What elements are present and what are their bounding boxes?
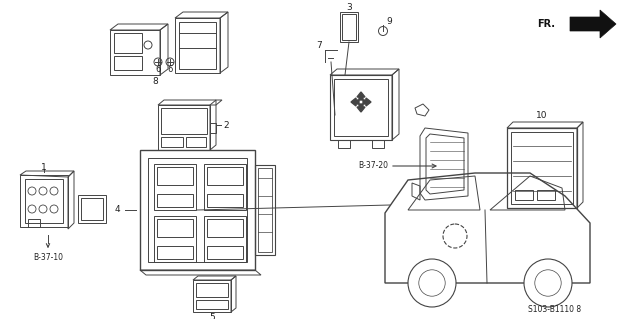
Bar <box>204 164 246 210</box>
Bar <box>204 216 246 262</box>
Text: 7: 7 <box>316 41 322 49</box>
Text: S103-B1110 8: S103-B1110 8 <box>529 306 582 315</box>
Bar <box>207 194 243 207</box>
Bar <box>255 165 275 255</box>
Bar <box>179 22 216 69</box>
Bar <box>193 280 231 312</box>
FancyArrow shape <box>357 104 365 112</box>
Bar <box>210 123 216 133</box>
Bar <box>507 128 577 208</box>
Text: 9: 9 <box>386 18 392 26</box>
Text: 10: 10 <box>536 112 548 121</box>
Text: 3: 3 <box>346 3 352 11</box>
Circle shape <box>408 259 456 307</box>
Bar <box>20 175 68 227</box>
Bar <box>258 168 272 252</box>
Bar <box>161 137 183 147</box>
Bar <box>28 219 40 227</box>
Circle shape <box>419 270 445 296</box>
Bar <box>140 150 255 270</box>
Bar <box>110 30 160 75</box>
Bar <box>186 137 206 147</box>
Bar <box>511 132 573 204</box>
Text: 8: 8 <box>152 78 158 86</box>
Bar <box>114 56 142 70</box>
Bar <box>25 179 63 223</box>
Bar <box>158 105 210 150</box>
Bar <box>175 18 220 73</box>
Text: 6: 6 <box>167 65 173 75</box>
Text: 6: 6 <box>156 65 161 75</box>
Bar <box>330 75 392 140</box>
Bar <box>342 14 356 40</box>
Bar <box>340 12 358 42</box>
Bar <box>157 246 193 259</box>
Bar <box>334 79 388 136</box>
Bar <box>78 195 106 223</box>
Text: 2: 2 <box>223 121 228 130</box>
Bar <box>161 108 207 134</box>
Bar <box>515 190 533 200</box>
Bar <box>154 164 196 210</box>
FancyArrow shape <box>363 98 371 106</box>
Text: 4: 4 <box>115 205 120 214</box>
Bar <box>537 190 555 200</box>
Bar <box>207 219 243 237</box>
Bar <box>338 140 350 148</box>
Text: FR.: FR. <box>537 19 555 29</box>
Circle shape <box>535 270 561 296</box>
Bar <box>114 33 142 53</box>
Bar <box>196 300 228 309</box>
Bar <box>154 216 196 262</box>
Bar <box>207 167 243 185</box>
Text: B-37-10: B-37-10 <box>33 253 63 262</box>
Bar <box>81 198 103 220</box>
FancyArrow shape <box>351 98 359 106</box>
Circle shape <box>524 259 572 307</box>
Text: 5: 5 <box>209 314 215 319</box>
Bar <box>157 167 193 185</box>
Bar <box>207 246 243 259</box>
Text: B-37-20: B-37-20 <box>358 161 388 170</box>
Bar <box>157 219 193 237</box>
Bar <box>157 194 193 207</box>
Polygon shape <box>570 10 616 38</box>
Bar <box>196 283 228 297</box>
Text: 1: 1 <box>41 162 47 172</box>
Bar <box>148 158 247 262</box>
FancyArrow shape <box>357 92 365 100</box>
Bar <box>372 140 384 148</box>
